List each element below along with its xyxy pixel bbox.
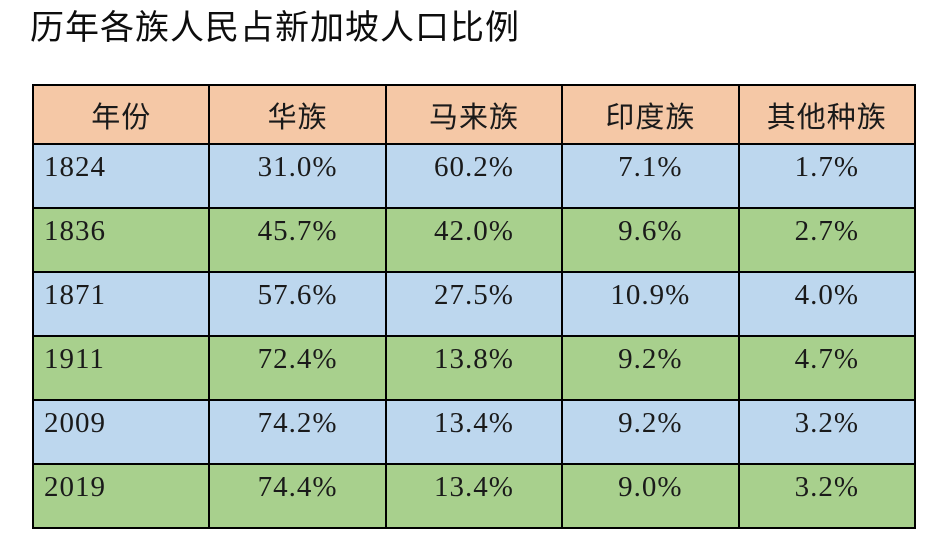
value-cell: 2.7% [737, 207, 917, 274]
value-cell: 9.0% [561, 463, 740, 530]
value-cell: 9.2% [561, 335, 740, 402]
value-cell: 13.8% [384, 335, 564, 402]
table-row-2019: 2019 74.4% 13.4% 9.0% 3.2% [31, 463, 917, 530]
value-cell: 27.5% [384, 271, 564, 338]
table-header-row: 年份 华族 马来族 印度族 其他种族 [31, 84, 917, 146]
value-cell: 60.2% [384, 143, 564, 210]
year-cell: 1836 [31, 207, 211, 274]
value-cell: 10.9% [561, 271, 740, 338]
value-cell: 13.4% [384, 399, 564, 466]
value-cell: 42.0% [384, 207, 564, 274]
table-row-2009: 2009 74.2% 13.4% 9.2% 3.2% [31, 399, 917, 466]
value-cell: 72.4% [208, 335, 387, 402]
value-cell: 57.6% [208, 271, 387, 338]
col-header-others: 其他种族 [737, 84, 917, 146]
col-header-year: 年份 [31, 84, 211, 146]
table-row-1871: 1871 57.6% 27.5% 10.9% 4.0% [31, 271, 917, 338]
value-cell: 74.2% [208, 399, 387, 466]
value-cell: 74.4% [208, 463, 387, 530]
col-header-chinese: 华族 [208, 84, 387, 146]
value-cell: 3.2% [737, 399, 917, 466]
col-header-indian: 印度族 [561, 84, 740, 146]
year-cell: 1824 [31, 143, 211, 210]
table-row-1836: 1836 45.7% 42.0% 9.6% 2.7% [31, 207, 917, 274]
year-cell: 2009 [31, 399, 211, 466]
page-title: 历年各族人民占新加坡人口比例 [30, 10, 520, 47]
value-cell: 4.0% [737, 271, 917, 338]
value-cell: 13.4% [384, 463, 564, 530]
value-cell: 4.7% [737, 335, 917, 402]
year-cell: 2019 [31, 463, 211, 530]
value-cell: 31.0% [208, 143, 387, 210]
value-cell: 3.2% [737, 463, 917, 530]
value-cell: 9.6% [561, 207, 740, 274]
table-row-1911: 1911 72.4% 13.8% 9.2% 4.7% [31, 335, 917, 402]
population-table: 年份 华族 马来族 印度族 其他种族 1824 31.0% 60.2% 7.1%… [31, 84, 917, 530]
value-cell: 1.7% [737, 143, 917, 210]
year-cell: 1911 [31, 335, 211, 402]
year-cell: 1871 [31, 271, 211, 338]
value-cell: 45.7% [208, 207, 387, 274]
value-cell: 7.1% [561, 143, 740, 210]
col-header-malay: 马来族 [384, 84, 564, 146]
table-row-1824: 1824 31.0% 60.2% 7.1% 1.7% [31, 143, 917, 210]
value-cell: 9.2% [561, 399, 740, 466]
